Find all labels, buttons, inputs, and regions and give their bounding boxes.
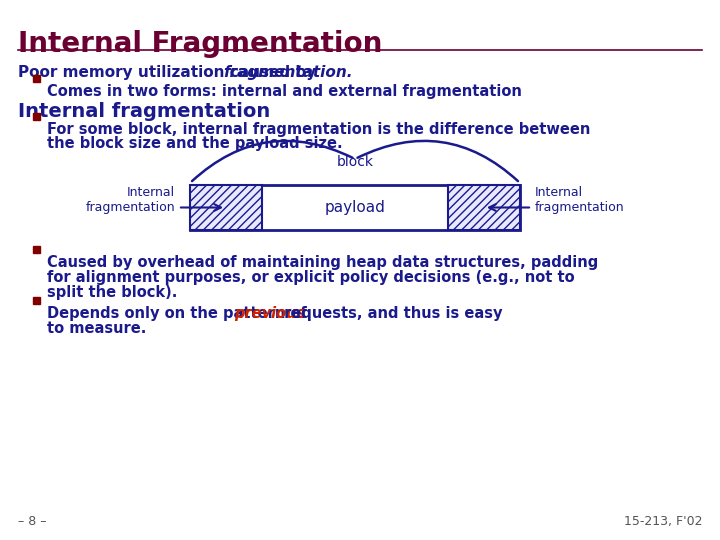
Text: Poor memory utilization caused by: Poor memory utilization caused by [18, 65, 322, 80]
Text: For some block, internal fragmentation is the difference between: For some block, internal fragmentation i… [47, 122, 590, 137]
Text: Caused by overhead of maintaining heap data structures, padding: Caused by overhead of maintaining heap d… [47, 255, 598, 270]
Text: requests, and thus is easy: requests, and thus is easy [279, 306, 503, 321]
Text: Internal
fragmentation: Internal fragmentation [535, 186, 625, 214]
Text: payload: payload [325, 200, 385, 215]
Bar [190, 185, 520, 230]
Text: previous: previous [235, 306, 306, 321]
Text: Internal
fragmentation: Internal fragmentation [86, 186, 175, 214]
Text: split the block).: split the block). [47, 285, 177, 300]
Bar [33, 297, 40, 304]
Text: the block size and the payload size.: the block size and the payload size. [47, 136, 343, 151]
Text: fragmentation.: fragmentation. [224, 65, 354, 80]
Text: 15-213, F'02: 15-213, F'02 [624, 515, 702, 528]
Text: Internal Fragmentation: Internal Fragmentation [18, 30, 382, 58]
Text: Internal fragmentation: Internal fragmentation [18, 102, 270, 121]
Bar [33, 75, 40, 82]
Bar [448, 185, 520, 230]
Text: block: block [336, 155, 374, 169]
Bar [190, 185, 262, 230]
Text: Depends only on the pattern of: Depends only on the pattern of [47, 306, 312, 321]
Text: – 8 –: – 8 – [18, 515, 47, 528]
Bar [33, 113, 40, 120]
Text: Comes in two forms: internal and external fragmentation: Comes in two forms: internal and externa… [47, 84, 522, 99]
Text: to measure.: to measure. [47, 321, 146, 336]
Text: for alignment purposes, or explicit policy decisions (e.g., not to: for alignment purposes, or explicit poli… [47, 270, 575, 285]
Bar [33, 246, 40, 253]
